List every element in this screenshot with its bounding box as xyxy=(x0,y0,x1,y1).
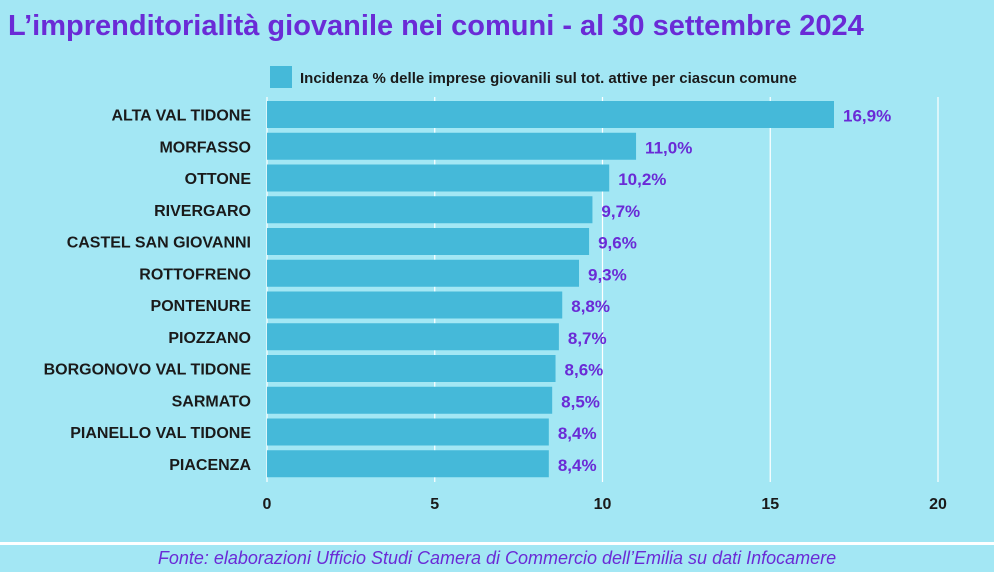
legend-swatch xyxy=(270,66,292,88)
bar xyxy=(267,132,637,160)
category-label: OTTONE xyxy=(185,171,252,188)
category-labels: ALTA VAL TIDONE MORFASSO OTTONE RIVERGARO CA… xyxy=(44,108,252,474)
chart-title: L’imprenditorialità giovanile nei comuni… xyxy=(8,10,864,42)
bar xyxy=(267,418,549,446)
x-tick-label: 20 xyxy=(929,496,947,513)
data-label: 10,2% xyxy=(618,170,666,189)
category-label: MORFASSO xyxy=(159,139,251,156)
category-label: CASTEL SAN GIOVANNI xyxy=(67,235,251,252)
category-label: SARMATO xyxy=(172,393,251,410)
data-label: 9,6% xyxy=(598,234,637,253)
bars xyxy=(267,101,834,478)
category-label: PIANELLO VAL TIDONE xyxy=(70,425,251,442)
x-tick-label: 10 xyxy=(594,496,612,513)
legend-label: Incidenza % delle imprese giovanili sul … xyxy=(300,70,797,87)
bar xyxy=(267,291,563,319)
bar xyxy=(267,323,559,351)
source-note: Fonte: elaborazioni Ufficio Studi Camera… xyxy=(0,545,994,572)
legend: Incidenza % delle imprese giovanili sul … xyxy=(270,66,797,88)
bar xyxy=(267,355,556,382)
bar xyxy=(267,259,580,287)
category-label: PIACENZA xyxy=(169,457,251,474)
data-label: 8,6% xyxy=(565,361,604,380)
data-label: 8,5% xyxy=(561,392,600,411)
bar xyxy=(267,450,549,478)
bar xyxy=(267,101,834,128)
category-label: RIVERGARO xyxy=(154,203,251,220)
x-axis-ticks: 0 5 10 15 20 xyxy=(263,496,947,513)
category-label: BORGONOVO VAL TIDONE xyxy=(44,362,252,379)
data-label: 8,4% xyxy=(558,456,597,475)
category-label: ALTA VAL TIDONE xyxy=(111,108,251,125)
data-label: 8,4% xyxy=(558,424,597,443)
bar-chart: Incidenza % delle imprese giovanili sul … xyxy=(44,66,947,513)
x-tick-label: 5 xyxy=(430,496,439,513)
x-tick-label: 0 xyxy=(263,496,272,513)
bar xyxy=(267,228,590,255)
data-label: 16,9% xyxy=(843,107,891,126)
data-label: 9,7% xyxy=(601,202,640,221)
data-label: 11,0% xyxy=(645,138,692,157)
value-labels: 16,9% 11,0% 10,2% 9,7% 9,6% 9,3% 8,8% 8,7% 8,6% 8… xyxy=(558,107,891,475)
data-label: 9,3% xyxy=(588,265,627,284)
data-label: 8,7% xyxy=(568,329,607,348)
category-label: PONTENURE xyxy=(151,298,252,315)
bar xyxy=(267,196,593,224)
bar xyxy=(267,386,553,414)
bar xyxy=(267,164,610,192)
data-label: 8,8% xyxy=(571,297,610,316)
gridlines xyxy=(266,97,939,482)
category-label: PIOZZANO xyxy=(168,330,251,347)
category-label: ROTTOFRENO xyxy=(139,266,251,283)
x-tick-label: 15 xyxy=(761,496,779,513)
